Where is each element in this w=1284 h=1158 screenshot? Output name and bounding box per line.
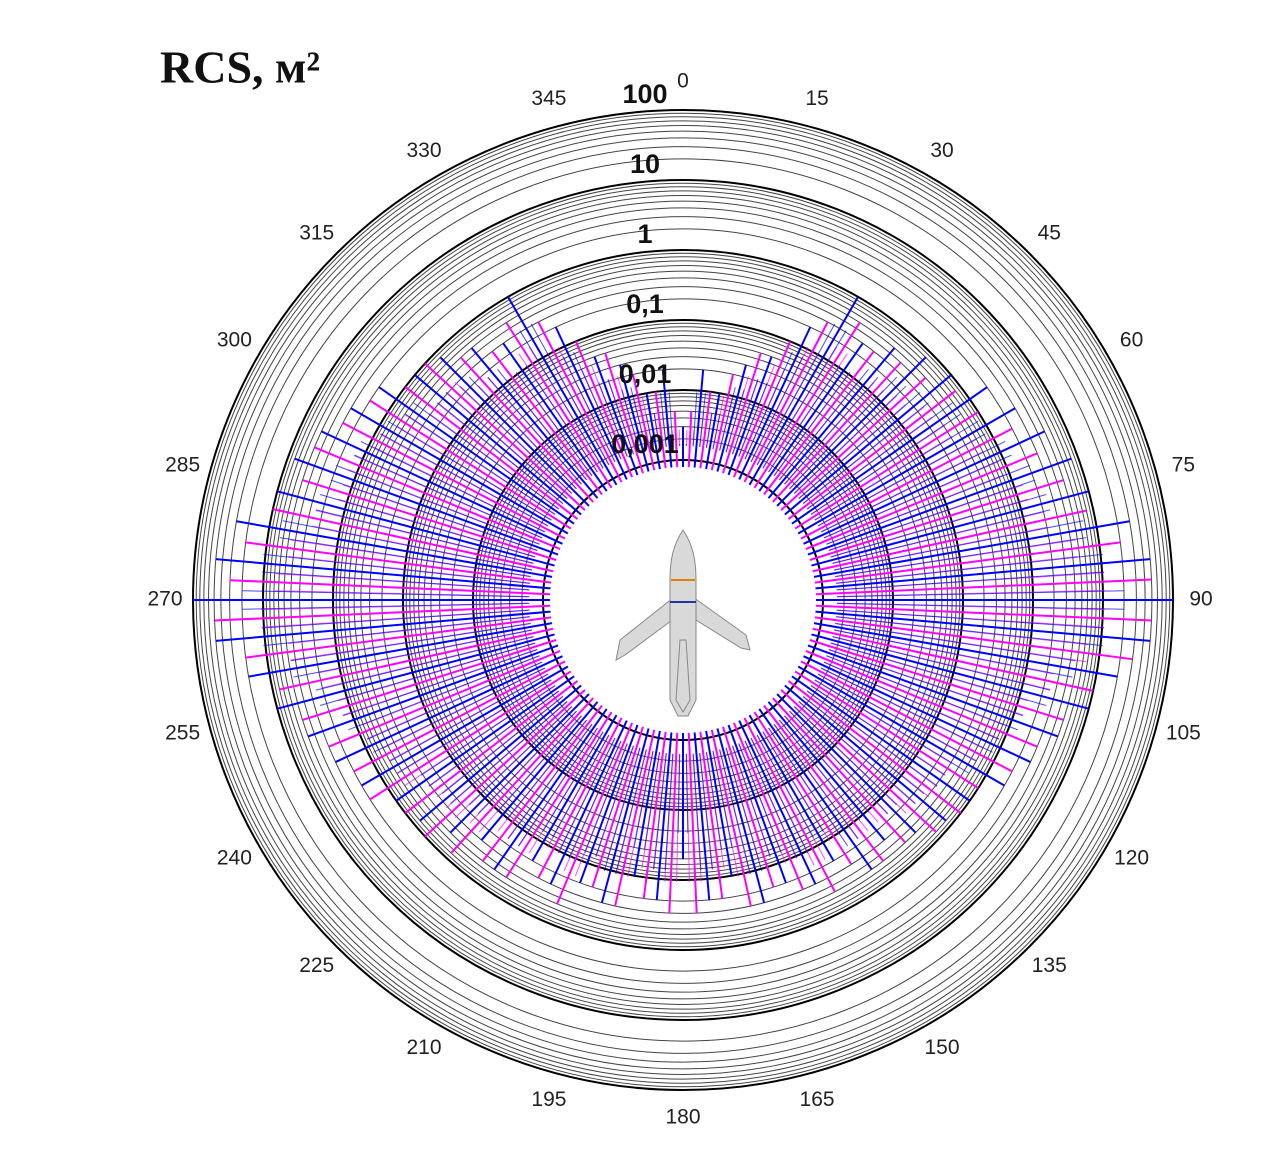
r-tick-label: 0,001: [611, 429, 679, 459]
theta-tick-label: 315: [299, 221, 334, 244]
theta-tick-label: 285: [165, 453, 200, 476]
chart-title: RCS, м²: [160, 42, 320, 93]
theta-tick-label: 210: [406, 1036, 441, 1059]
theta-tick-label: 165: [800, 1088, 835, 1111]
spike: [689, 733, 697, 913]
spike-fringe: [726, 390, 744, 452]
spike-fringe: [263, 617, 529, 646]
spike: [754, 323, 859, 488]
theta-tick-label: 30: [930, 139, 953, 162]
theta-tick-label: 240: [217, 847, 252, 870]
theta-tick-label: 195: [531, 1088, 566, 1111]
theta-tick-label: 0: [677, 70, 689, 93]
r-tick-label: 0,1: [626, 289, 664, 319]
theta-tick-label: 330: [406, 139, 441, 162]
spike-fringe: [836, 617, 1102, 646]
theta-tick-label: 75: [1172, 453, 1195, 476]
r-tick-label: 100: [622, 79, 667, 109]
theta-tick-label: 120: [1114, 847, 1149, 870]
theta-tick-label: 90: [1189, 588, 1212, 611]
spike-fringe: [634, 751, 653, 847]
r-tick-label: 0,01: [619, 359, 672, 389]
theta-tick-label: 15: [805, 87, 828, 110]
theta-tick-label: 45: [1038, 221, 1061, 244]
theta-tick-label: 255: [165, 722, 200, 745]
spike-fringe: [713, 751, 732, 847]
theta-tick-label: 60: [1120, 329, 1143, 352]
r-tick-label: 10: [630, 149, 660, 179]
theta-tick-label: 225: [299, 954, 334, 977]
spike-fringe: [263, 554, 529, 583]
r-tick-label: 1: [637, 219, 652, 249]
theta-tick-label: 300: [217, 329, 252, 352]
theta-tick-label: 135: [1032, 954, 1067, 977]
theta-tick-label: 105: [1166, 722, 1201, 745]
spike: [669, 733, 677, 913]
spike: [506, 323, 611, 488]
theta-tick-label: 150: [924, 1036, 959, 1059]
spike: [689, 411, 691, 467]
aircraft-icon: [616, 530, 750, 716]
theta-tick-label: 270: [147, 588, 182, 611]
theta-tick-label: 345: [531, 87, 566, 110]
theta-tick-label: 180: [665, 1106, 700, 1129]
spike-fringe: [836, 554, 1102, 583]
